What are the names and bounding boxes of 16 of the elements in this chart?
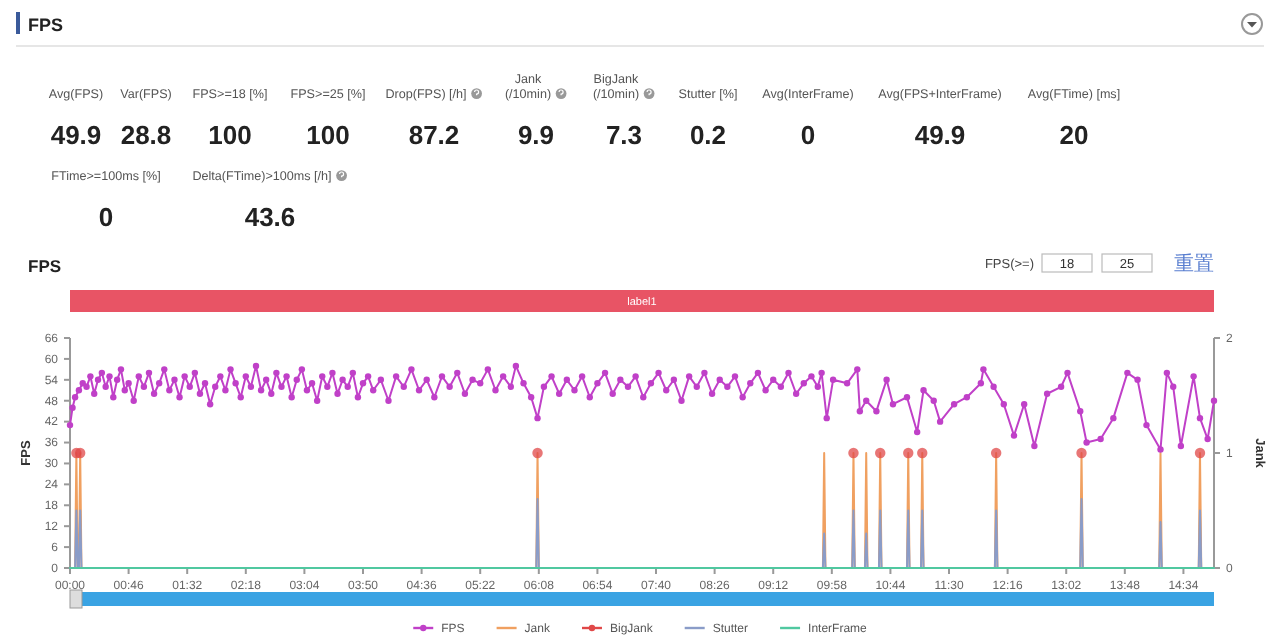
data-label: 100	[306, 120, 350, 150]
data-label: 0.2	[689, 120, 727, 150]
data-label: 87.2	[408, 120, 460, 150]
text: 重置	[1174, 252, 1214, 276]
data-label: 43.6	[244, 202, 296, 232]
data-label: 100	[208, 120, 252, 150]
data-label: 7.3	[605, 120, 643, 150]
data-label: 28.8	[120, 120, 172, 150]
data-label: 0	[98, 202, 114, 232]
data-label: 49.9	[50, 120, 102, 150]
chart-title: FPS	[28, 256, 62, 276]
text: FPS	[28, 15, 64, 35]
data-label: 9.9	[517, 120, 555, 150]
data-label: 20	[1059, 120, 1089, 150]
data-label: 49.9	[914, 120, 966, 150]
data-label: 0	[800, 120, 816, 150]
